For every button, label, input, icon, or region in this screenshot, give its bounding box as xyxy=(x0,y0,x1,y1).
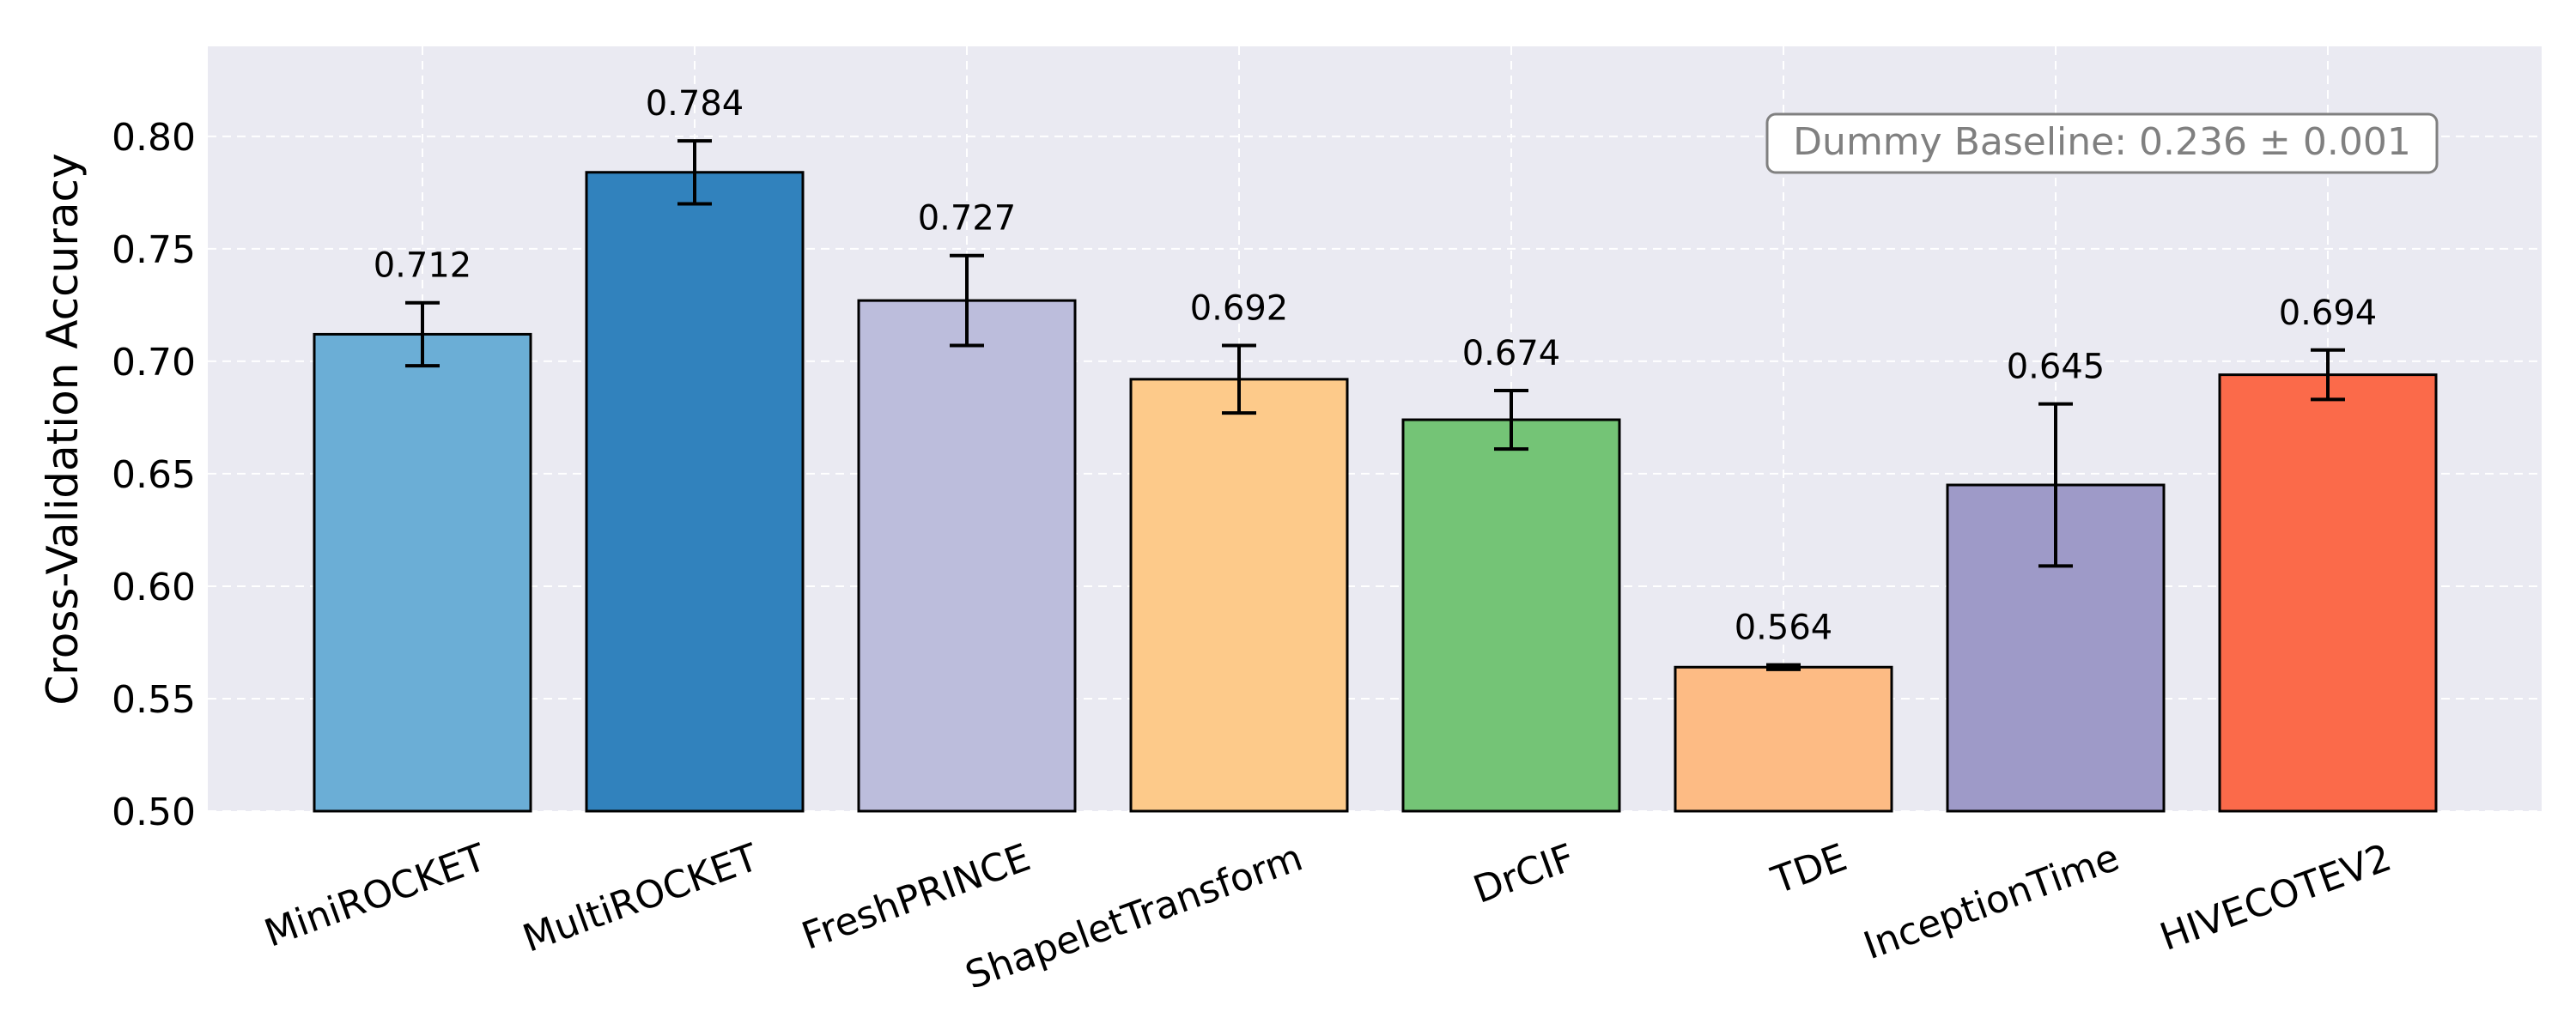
bar-tde xyxy=(1674,665,1893,813)
x-tick-label: DrCIF xyxy=(1467,836,1580,912)
x-tick-label: MiniROCKET xyxy=(259,836,492,956)
value-label: 0.564 xyxy=(1735,609,1833,648)
bar-hivecotev2 xyxy=(2218,373,2438,813)
y-tick-label: 0.75 xyxy=(112,228,196,272)
x-axis-labels: MiniROCKET MultiROCKET FreshPRINCEShapelet… xyxy=(259,836,2397,998)
dummy-baseline-annotation: Dummy Baseline: 0.236 ± 0.001 xyxy=(1765,112,2439,174)
y-axis-label: Cross-Validation Accuracy xyxy=(38,153,88,705)
y-axis-ticks: 0.50 0.55 0.60 0.65 0.70 0.75 0.80 xyxy=(112,116,196,834)
x-tick-label: TDE xyxy=(1765,836,1853,904)
bar-shapelettransform xyxy=(1129,378,1349,813)
y-tick-label: 0.80 xyxy=(112,116,196,160)
value-label: 0.645 xyxy=(2007,348,2105,387)
value-label: 0.784 xyxy=(646,84,744,124)
bar-freshprince xyxy=(857,299,1077,813)
value-label: 0.727 xyxy=(918,199,1017,239)
x-tick-label: InceptionTime xyxy=(1858,836,2125,969)
annotation-box xyxy=(1765,112,2439,174)
value-label: 0.692 xyxy=(1190,289,1289,329)
x-tick-label: MultiROCKET xyxy=(517,836,763,961)
y-tick-label: 0.70 xyxy=(112,341,196,385)
y-tick-label: 0.55 xyxy=(112,678,196,722)
annotation-text: Dummy Baseline: 0.236 ± 0.001 xyxy=(1793,120,2411,164)
bar-multirocket xyxy=(585,171,805,813)
bar-minirocket xyxy=(313,332,532,813)
y-tick-label: 0.65 xyxy=(112,453,196,497)
x-tick-label: HIVECOTEV2 xyxy=(2154,836,2397,960)
x-tick-label: FreshPRINCE xyxy=(796,836,1036,959)
value-label: 0.674 xyxy=(1462,334,1561,373)
value-label: 0.712 xyxy=(374,246,472,286)
value-label: 0.694 xyxy=(2279,294,2378,333)
y-tick-label: 0.60 xyxy=(112,566,196,609)
y-tick-label: 0.50 xyxy=(112,791,196,834)
bar-drcif xyxy=(1401,418,1621,813)
bars-group: 0.712 0.784 0.727 0.692 0.674 0.564 0.645 0.694 xyxy=(313,84,2438,813)
